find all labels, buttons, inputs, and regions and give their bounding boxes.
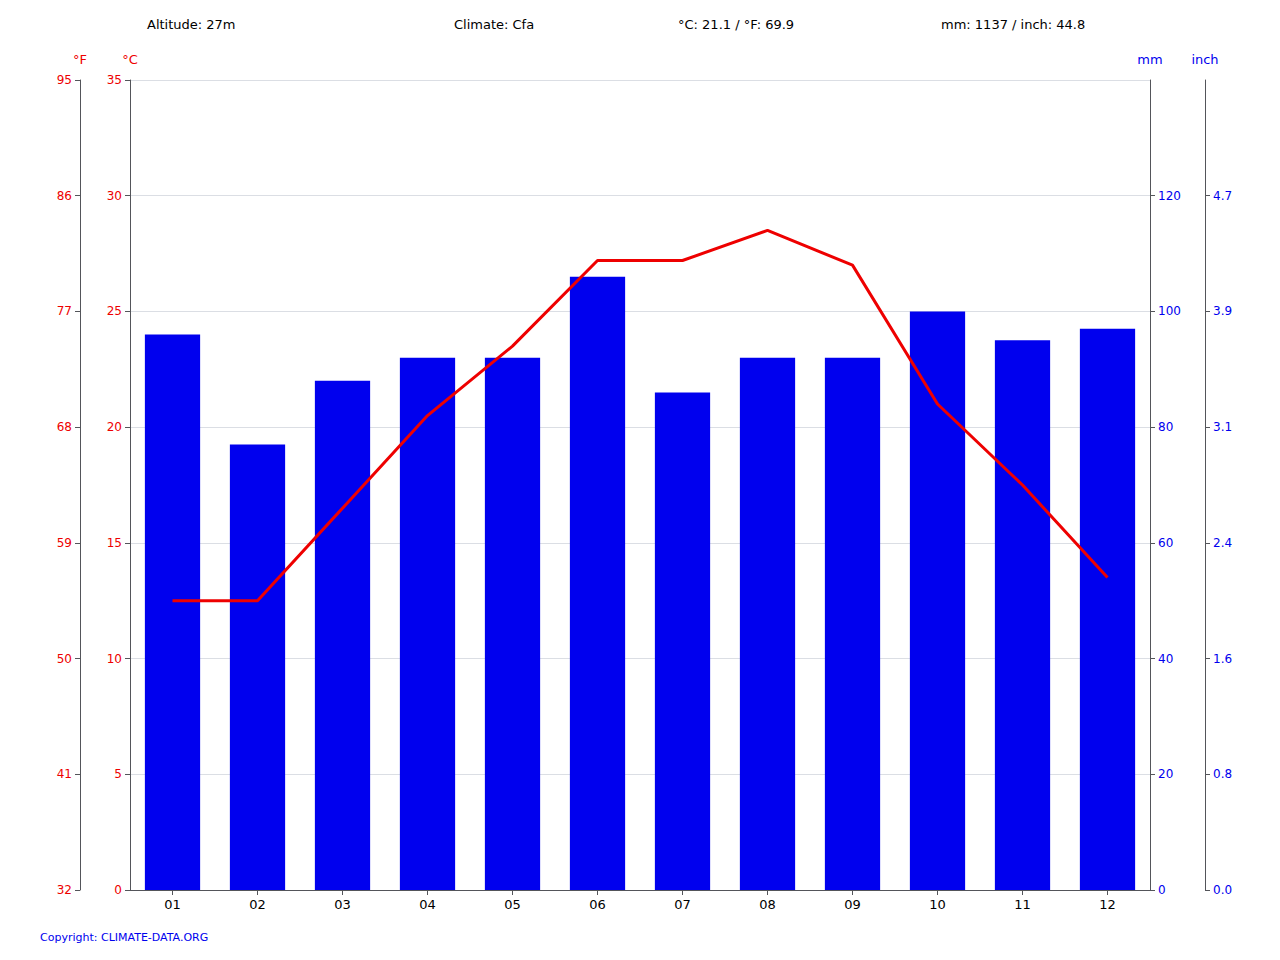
svg-text:68: 68: [57, 420, 72, 434]
svg-text:04: 04: [419, 897, 436, 912]
svg-text:35: 35: [107, 73, 122, 87]
svg-text:120: 120: [1158, 189, 1181, 203]
svg-text:60: 60: [1158, 536, 1173, 550]
svg-text:mm: 1137 / inch: 44.8: mm: 1137 / inch: 44.8: [941, 17, 1085, 32]
svg-text:3.1: 3.1: [1213, 420, 1232, 434]
svg-text:5: 5: [114, 767, 122, 781]
svg-text:0.0: 0.0: [1213, 883, 1232, 897]
svg-text:03: 03: [334, 897, 351, 912]
svg-text:mm: mm: [1137, 52, 1162, 67]
svg-text:05: 05: [504, 897, 521, 912]
svg-text:25: 25: [107, 304, 122, 318]
svg-text:20: 20: [107, 420, 122, 434]
svg-text:°F: °F: [73, 52, 87, 67]
svg-text:Altitude: 27m: Altitude: 27m: [147, 17, 236, 32]
svg-text:06: 06: [589, 897, 606, 912]
svg-text:02: 02: [249, 897, 266, 912]
svg-text:07: 07: [674, 897, 691, 912]
svg-text:08: 08: [759, 897, 776, 912]
svg-text:15: 15: [107, 536, 122, 550]
svg-text:09: 09: [844, 897, 861, 912]
svg-text:41: 41: [57, 767, 72, 781]
svg-text:3.9: 3.9: [1213, 304, 1232, 318]
svg-text:01: 01: [164, 897, 181, 912]
svg-text:4.7: 4.7: [1213, 189, 1232, 203]
svg-text:86: 86: [57, 189, 72, 203]
svg-text:°C: 21.1 / °F: 69.9: °C: 21.1 / °F: 69.9: [678, 17, 794, 32]
svg-text:59: 59: [57, 536, 72, 550]
svg-text:30: 30: [107, 189, 122, 203]
svg-text:12: 12: [1099, 897, 1116, 912]
svg-text:0: 0: [114, 883, 122, 897]
svg-text:50: 50: [57, 652, 72, 666]
svg-text:1.6: 1.6: [1213, 652, 1232, 666]
svg-text:40: 40: [1158, 652, 1173, 666]
svg-text:20: 20: [1158, 767, 1173, 781]
svg-text:80: 80: [1158, 420, 1173, 434]
svg-text:2.4: 2.4: [1213, 536, 1232, 550]
svg-text:Climate: Cfa: Climate: Cfa: [454, 17, 534, 32]
svg-text:10: 10: [107, 652, 122, 666]
svg-text:0: 0: [1158, 883, 1166, 897]
svg-text:Copyright: CLIMATE-DATA.ORG: Copyright: CLIMATE-DATA.ORG: [40, 931, 208, 944]
svg-text:95: 95: [57, 73, 72, 87]
svg-text:inch: inch: [1191, 52, 1218, 67]
svg-text:100: 100: [1158, 304, 1181, 318]
svg-text:0.8: 0.8: [1213, 767, 1232, 781]
svg-text:11: 11: [1014, 897, 1031, 912]
svg-text:32: 32: [57, 883, 72, 897]
svg-text:°C: °C: [122, 52, 138, 67]
svg-text:10: 10: [929, 897, 946, 912]
svg-text:77: 77: [57, 304, 72, 318]
